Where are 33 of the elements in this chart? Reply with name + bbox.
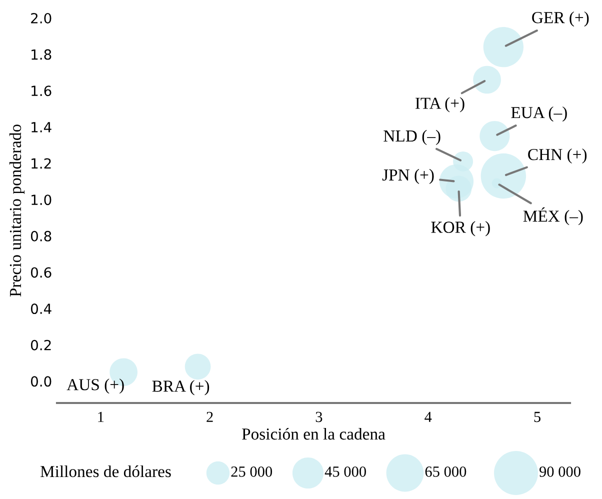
y-tick-label: 1.0 — [32, 194, 52, 206]
y-tick-label: 1.8 — [32, 49, 52, 60]
annotation: NLD (–) — [384, 130, 440, 146]
y-tick-label: 1.6 — [32, 86, 52, 96]
legend-label: 65 000 — [425, 466, 466, 477]
y-tick-label: 0.6 — [30, 267, 52, 278]
annotation: JPN (+) — [382, 168, 434, 184]
x-tick-label: 4 — [424, 412, 432, 422]
y-tick-label: 1.2 — [32, 158, 51, 169]
legend-label: 45 000 — [324, 466, 366, 477]
annotation: AUS (+) — [66, 378, 124, 394]
x-tick-label: 1 — [98, 412, 104, 422]
annotation: CHN (+) — [528, 148, 587, 164]
annotation: KOR (+) — [431, 221, 490, 236]
annotation: MÉX (–) — [523, 207, 583, 226]
y-axis-title: Precio unitario ponderado — [9, 124, 24, 297]
legend-title: Millones de dólares — [40, 465, 171, 478]
legend-label: 90 000 — [539, 466, 580, 477]
x-tick-label: 5 — [534, 412, 540, 422]
x-tick-label: 2 — [206, 412, 213, 422]
y-tick-label: 0.2 — [30, 340, 51, 350]
legend-label: 25 000 — [231, 466, 272, 477]
y-tick-label: 2.0 — [31, 12, 52, 24]
y-tick-label: 1.4 — [32, 122, 52, 132]
annotation: GER (+) — [532, 12, 589, 27]
annotation: EUA (–) — [511, 106, 567, 122]
y-tick-label: 0.4 — [30, 304, 52, 314]
annotation: ITA (+) — [415, 97, 464, 112]
annotation: BRA (+) — [152, 380, 210, 396]
x-tick-label: 3 — [316, 412, 322, 422]
y-tick-label: 0.0 — [30, 376, 52, 387]
x-axis-title: Posición en la cadena — [242, 428, 386, 440]
y-tick-label: 0.8 — [30, 230, 52, 242]
